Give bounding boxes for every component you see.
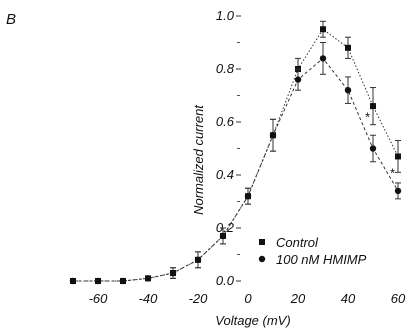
x-tick-label: 60: [391, 291, 406, 306]
x-tick-label: -60: [89, 291, 109, 306]
series-line-control: [73, 28, 399, 282]
panel-label: B: [6, 11, 16, 28]
legend-marker-control: [259, 239, 265, 245]
data-point-control: [345, 44, 351, 51]
plot-area: -60-40-2002040600.00.20.40.60.81.0***Con…: [69, 8, 406, 306]
data-point-hmimp: [244, 193, 252, 200]
legend-label: Control: [276, 235, 319, 250]
data-point-hmimp: [144, 275, 152, 282]
x-tick-label: 20: [290, 291, 306, 306]
data-point-hmimp: [344, 87, 352, 94]
significance-marker: *: [389, 165, 395, 180]
x-tick-label: -20: [189, 291, 209, 306]
series-line-hmimp: [73, 57, 399, 282]
data-point-control: [320, 26, 326, 33]
data-point-control: [395, 153, 401, 160]
x-axis-label: Voltage (mV): [215, 313, 290, 328]
x-tick-label: -40: [139, 291, 159, 306]
y-tick-label: 0.8: [216, 61, 235, 76]
x-tick-label: 40: [341, 291, 356, 306]
data-point-hmimp: [394, 187, 402, 195]
data-point-hmimp: [269, 132, 277, 139]
data-point-hmimp: [119, 277, 127, 285]
data-point-hmimp: [69, 277, 77, 285]
data-point-hmimp: [94, 277, 102, 285]
data-point-hmimp: [169, 269, 177, 277]
data-point-hmimp: [294, 76, 302, 83]
y-tick-label: 1.0: [216, 8, 235, 23]
x-tick-label: 0: [244, 291, 252, 306]
data-point-hmimp: [194, 256, 202, 263]
data-point-control: [370, 103, 376, 110]
y-tick-label: 0.4: [216, 167, 234, 182]
legend-marker-hmimp: [258, 255, 266, 263]
y-tick-label: 0.0: [216, 273, 235, 288]
legend-label: 100 nM HMIMP: [276, 252, 367, 267]
data-point-hmimp: [319, 55, 327, 62]
significance-marker: *: [364, 110, 370, 125]
data-point-hmimp: [369, 145, 377, 152]
data-point-hmimp: [219, 232, 227, 240]
y-tick-label: 0.6: [216, 114, 235, 129]
y-axis-label: Normalized current: [191, 104, 206, 215]
